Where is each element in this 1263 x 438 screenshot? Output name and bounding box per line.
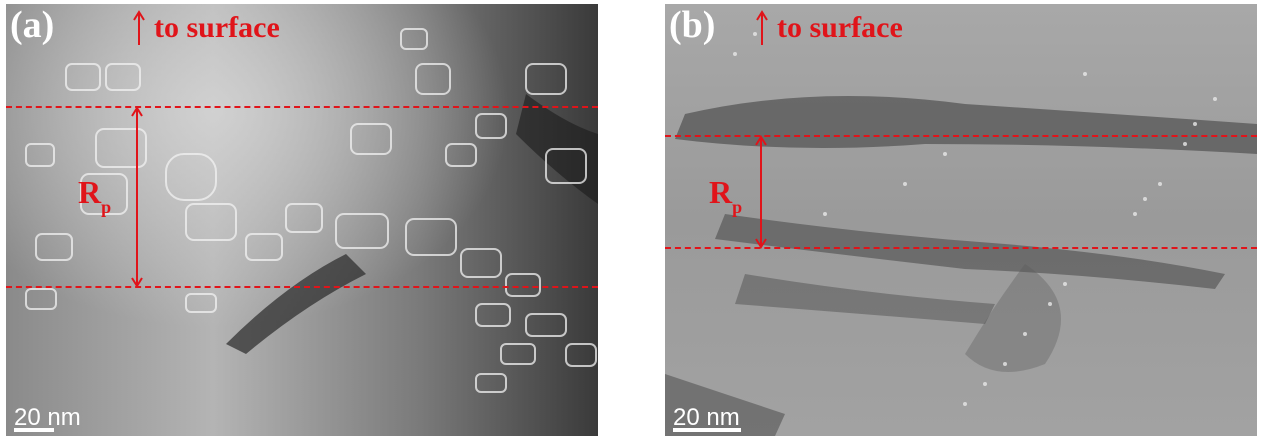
rp-symbol: R bbox=[709, 174, 733, 210]
rp-label: Rp bbox=[78, 174, 111, 216]
arrow-up-icon bbox=[756, 10, 768, 45]
surface-direction-annotation: to surface bbox=[132, 10, 280, 46]
arrow-up-icon bbox=[133, 10, 145, 45]
scale-bar-label: 20 nm bbox=[14, 404, 81, 431]
upper-dashed-line bbox=[6, 106, 598, 108]
scale-bar-line bbox=[673, 428, 741, 432]
scale-bar: 20 nm bbox=[673, 404, 741, 432]
tem-micrograph-b bbox=[665, 4, 1257, 436]
panel-label: (b) bbox=[669, 4, 716, 46]
scale-bar: 20 nm bbox=[14, 404, 81, 432]
surface-label: to surface bbox=[777, 11, 903, 44]
rp-label: Rp bbox=[709, 174, 742, 216]
scale-bar-line bbox=[14, 428, 54, 432]
surface-direction-annotation: to surface bbox=[755, 10, 903, 46]
rp-subscript: p bbox=[101, 197, 112, 217]
rp-subscript: p bbox=[732, 197, 743, 217]
tem-micrograph-a bbox=[6, 4, 598, 436]
tem-image-panel-a: (a) to surface Rp 20 nm bbox=[6, 4, 598, 436]
panel-label: (a) bbox=[10, 4, 55, 46]
rp-double-arrow bbox=[131, 106, 143, 288]
lower-dashed-line bbox=[6, 286, 598, 288]
rp-symbol: R bbox=[78, 174, 102, 210]
tem-image-panel-b: (b) to surface Rp 20 nm bbox=[665, 4, 1257, 436]
lower-dashed-line bbox=[665, 247, 1257, 249]
scale-bar-label: 20 nm bbox=[673, 404, 740, 431]
rp-double-arrow bbox=[755, 135, 767, 249]
upper-dashed-line bbox=[665, 135, 1257, 137]
surface-label: to surface bbox=[154, 11, 280, 44]
